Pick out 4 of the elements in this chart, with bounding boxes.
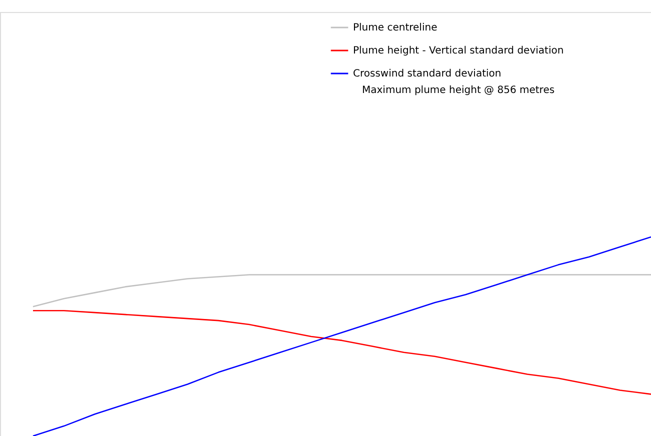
legend-label: Plume height - Vertical standard deviation <box>353 46 564 56</box>
legend-label: Crosswind standard deviation <box>353 68 502 80</box>
legend-label: Plume centreline <box>353 22 438 34</box>
text: Maximum plume height @ 856 metres <box>362 85 555 96</box>
